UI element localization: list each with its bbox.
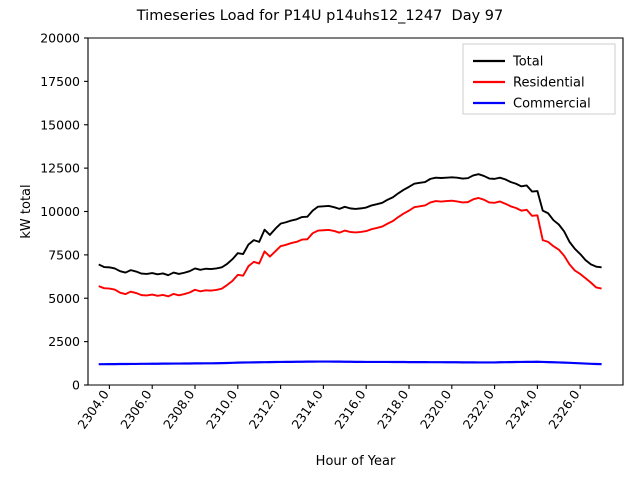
series-line-residential bbox=[98, 197, 602, 298]
series-line-total bbox=[98, 173, 602, 277]
x-tick-label: 2324.0 bbox=[502, 387, 539, 431]
y-tick-label: 17500 bbox=[40, 74, 80, 89]
data-series-group bbox=[98, 173, 602, 366]
x-tick-label: 2314.0 bbox=[288, 387, 325, 431]
x-tick-label: 2318.0 bbox=[374, 387, 411, 431]
y-tick-label: 10000 bbox=[40, 204, 80, 219]
x-tick-label: 2306.0 bbox=[117, 387, 154, 431]
x-axis-ticks: 2304.0 2306.0 2308.0 2310.0 2312.0 2314.0 2316… bbox=[74, 385, 583, 432]
y-tick-label: 12500 bbox=[40, 161, 80, 176]
x-axis-label: Hour of Year bbox=[316, 454, 396, 469]
x-tick-label: 2322.0 bbox=[460, 387, 497, 431]
legend-label-commercial: Commercial bbox=[513, 97, 591, 112]
y-tick-label: 2500 bbox=[48, 334, 80, 349]
x-tick-label: 2326.0 bbox=[545, 387, 582, 431]
y-axis-ticks: 0 2500 5000 7500 10000 12500 15000 17500 20000 bbox=[40, 31, 88, 393]
chart-legend: Total Residential Commercial bbox=[462, 43, 616, 115]
x-tick-label: 2308.0 bbox=[160, 387, 197, 431]
axes-spines bbox=[87, 37, 624, 386]
y-tick-label: 0 bbox=[72, 378, 80, 393]
series-line-commercial bbox=[98, 360, 602, 366]
legend-label-total: Total bbox=[512, 55, 543, 70]
x-tick-label: 2310.0 bbox=[203, 387, 240, 431]
y-tick-label: 20000 bbox=[40, 31, 80, 46]
x-tick-label: 2304.0 bbox=[74, 387, 111, 431]
x-tick-label: 2320.0 bbox=[417, 387, 454, 431]
y-tick-label: 15000 bbox=[40, 117, 80, 132]
x-tick-label: 2316.0 bbox=[331, 387, 368, 431]
y-tick-label: 5000 bbox=[48, 291, 80, 306]
legend-label-residential: Residential bbox=[513, 76, 585, 91]
chart-title: Timeseries Load for P14U p14uhs12_1247 D… bbox=[136, 8, 504, 24]
y-tick-label: 7500 bbox=[48, 247, 80, 262]
y-axis-label: kW total bbox=[19, 184, 34, 238]
x-tick-label: 2312.0 bbox=[246, 387, 283, 431]
